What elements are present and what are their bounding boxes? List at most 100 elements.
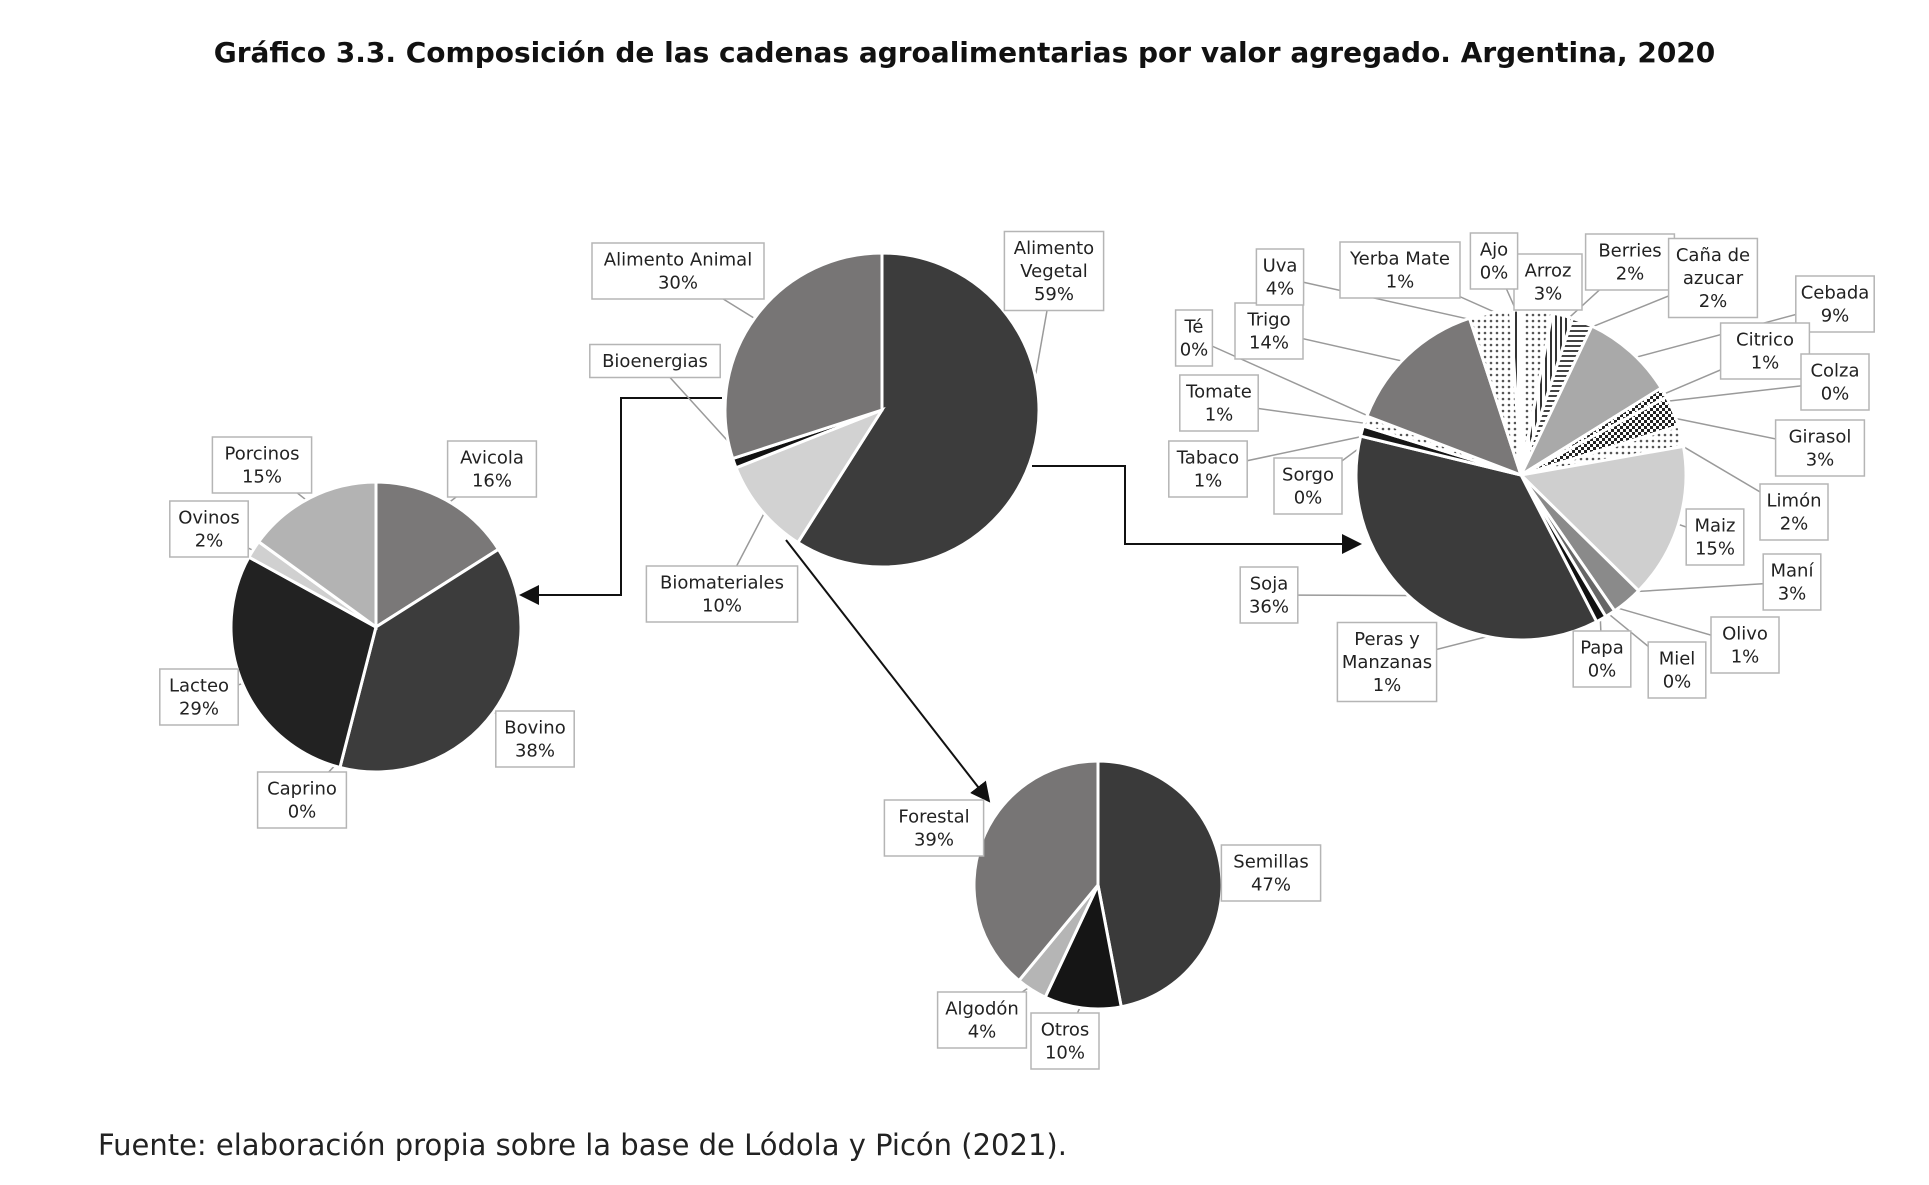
label-name: Uva [1263,256,1298,277]
label-name: Avicola [460,448,524,469]
label-value: 16% [472,471,512,492]
label-name: Porcinos [225,444,300,465]
label-name: Alimento [1014,238,1094,259]
label-box [1255,248,1305,306]
pie-slice-alimento-vegetal [795,251,1041,569]
label-value: 4% [1266,279,1295,300]
label-box [1572,630,1632,688]
leader-line-te [1193,337,1378,421]
label-value: 0% [1821,384,1850,405]
label-box [1239,566,1299,624]
label-box [1339,241,1461,299]
pie-slice-trigo [1364,316,1524,478]
label-name: Sorgo [1282,465,1334,486]
pie-slice-alimento-animal [723,251,884,461]
label-name: Bovino [504,718,565,739]
pie-slice-lacteo [229,555,378,770]
label-box [1220,844,1322,902]
label-value: 59% [1034,284,1074,305]
label-box [169,500,249,558]
label-box [1273,457,1343,515]
label-value: 0% [1663,672,1692,693]
data-label-te: Té0% [1174,309,1214,367]
pie-slice-otros [1043,880,1123,1011]
label-box [1667,237,1759,319]
label-value: 3% [1534,284,1563,305]
label-value: 9% [1821,306,1850,327]
label-name: Tomate [1185,382,1252,403]
label-value: 0% [1480,263,1509,284]
leader-line-uva [1279,276,1493,326]
label-name: Trigo [1246,310,1290,331]
label-box [1179,374,1259,432]
label-box [1647,641,1707,699]
label-name: Citrico [1736,330,1794,351]
data-label-bioenergias: Bioenergias [589,343,721,379]
label-name: Caprino [267,779,337,800]
label-box [1685,508,1745,566]
label-box [1030,1012,1100,1070]
label-box [211,436,313,494]
label-name: Alimento Animal [604,250,752,271]
label-name: Miel [1659,649,1696,670]
label-name: Papa [1580,638,1624,659]
label-value: 1% [1751,353,1780,374]
label-value: 0% [1294,488,1323,509]
label-name: Limón [1767,491,1822,512]
label-name: Yerba Mate [1349,249,1450,270]
label-box [1710,616,1780,674]
source-note: Fuente: elaboración propia sobre la base… [98,1128,1067,1162]
label-value: 30% [658,273,698,294]
label-value: 38% [515,741,555,762]
label-name: Girasol [1789,427,1852,448]
label-value: 1% [1205,405,1234,426]
label-box [1174,309,1214,367]
label-value: 2% [1616,264,1645,285]
label-name: Biomateriales [660,573,784,594]
label-box [883,799,985,857]
label-name: Colza [1810,361,1859,382]
label-value: 14% [1249,333,1289,354]
chart-title: Gráfico 3.3. Composición de las cadenas … [213,36,1716,69]
label-box [1762,553,1822,611]
label-value: 10% [702,596,742,617]
label-box [1800,353,1870,411]
label-box [159,668,239,726]
pie-slice-cebada [1517,324,1664,479]
label-name: Olivo [1722,624,1768,645]
label-box [1469,232,1519,290]
label-value: 1% [1731,647,1760,668]
label-name: Cebada [1801,283,1870,304]
label-box [446,440,538,498]
label-box [256,771,348,829]
label-name: Semillas [1233,852,1308,873]
label-name: Otros [1041,1020,1090,1041]
pie-slice-soja [1354,434,1599,642]
label-box [1719,322,1811,380]
label-box [591,242,765,300]
label-box [936,991,1028,1049]
pie-slice-avicola [374,480,501,630]
label-name: Berries [1598,241,1661,262]
